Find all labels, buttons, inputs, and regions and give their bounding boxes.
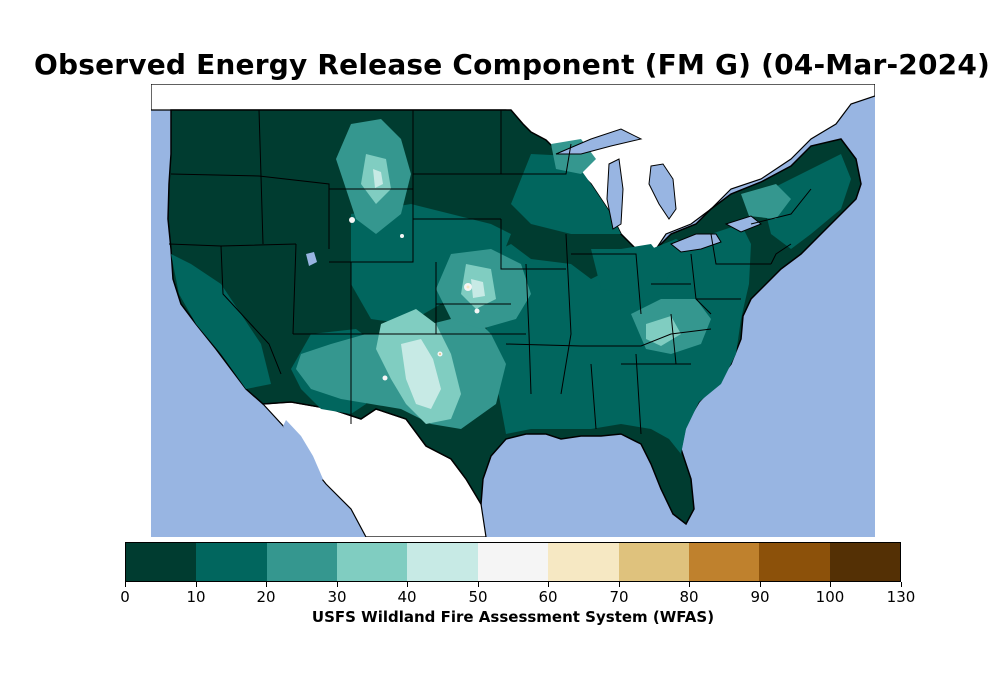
colorbar-bin-30-40 [337, 543, 408, 581]
colorbar-bin-90-100 [759, 543, 830, 581]
colorbar-tick [407, 582, 408, 587]
colorbar-tick-label: 70 [609, 588, 629, 606]
colorbar-tick-label: 40 [397, 588, 417, 606]
colorbar-tick [901, 582, 902, 587]
colorbar-ticks: 0 10 20 30 40 50 60 70 80 90 100 130 [120, 582, 915, 612]
great-salt-lake [306, 252, 317, 266]
colorbar-tick-label: 130 [886, 588, 916, 606]
colorbar-tick-label: 0 [120, 588, 130, 606]
colorbar-bin-40-50 [407, 543, 478, 581]
colorbar-tick [830, 582, 831, 587]
colorbar-tick [125, 582, 126, 587]
colorbar-bin-100-130 [829, 543, 900, 581]
colorbar-tick [266, 582, 267, 587]
colorbar-bin-70-80 [618, 543, 689, 581]
colorbar-tick-label: 100 [815, 588, 845, 606]
colorbar-bin-50-60 [477, 543, 549, 581]
colorbar-tick-label: 20 [256, 588, 276, 606]
colorbar-bin-10-20 [196, 543, 267, 581]
erc-40-50-fields [373, 169, 485, 409]
colorbar-tick [196, 582, 197, 587]
colorbar-tick-label: 30 [327, 588, 347, 606]
colorbar-tick [548, 582, 549, 587]
state-borders [168, 109, 812, 435]
colorbar-tick [619, 582, 620, 587]
colorbar-tick-label: 90 [750, 588, 770, 606]
colorbar-tick-label: 10 [186, 588, 206, 606]
erc-hot-spots [349, 217, 480, 381]
colorbar-tick-label: 50 [468, 588, 488, 606]
colorbar-tick [760, 582, 761, 587]
conus-erc-map [151, 84, 875, 537]
colorbar-tick [478, 582, 479, 587]
colorbar-bin-20-30 [266, 543, 338, 581]
colorbar-tick-label: 80 [679, 588, 699, 606]
colorbar-tick-label: 60 [538, 588, 558, 606]
colorbar-tick [689, 582, 690, 587]
colorbar [125, 542, 901, 582]
colorbar-bin-60-70 [548, 543, 619, 581]
erc-10-20-fields [171, 154, 851, 454]
colorbar-bin-80-90 [688, 543, 760, 581]
map-title: Observed Energy Release Component (FM G)… [33, 48, 991, 81]
colorbar-bin-0-10 [126, 543, 197, 581]
colorbar-tick [337, 582, 338, 587]
gulf-of-california [283, 420, 323, 484]
great-lakes [555, 128, 762, 253]
colorbar-label: USFS Wildland Fire Assessment System (WF… [311, 608, 715, 626]
